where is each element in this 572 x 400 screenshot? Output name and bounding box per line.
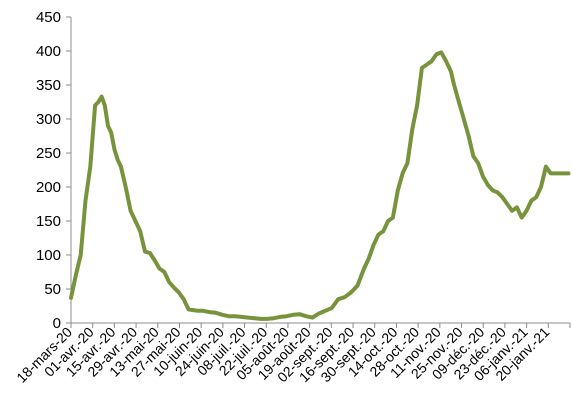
series-layer [69, 50, 571, 321]
y-tick-label: 250 [36, 145, 61, 162]
x-axis: 18-mars-2001-avr.-2015-avr.-2029-avr.-20… [13, 322, 571, 386]
series-line [69, 50, 571, 321]
y-tick-label: 150 [36, 213, 61, 230]
y-tick-label: 0 [53, 315, 61, 332]
y-tick-label: 200 [36, 179, 61, 196]
y-tick-label: 450 [36, 9, 61, 26]
y-tick-label: 300 [36, 111, 61, 128]
y-tick-label: 100 [36, 247, 61, 264]
y-tick-label: 50 [44, 281, 61, 298]
y-tick-label: 350 [36, 77, 61, 94]
y-axis: 0 50 100 150 200 250 300 350 400 450 [36, 9, 72, 332]
y-tick-label: 400 [36, 43, 61, 60]
